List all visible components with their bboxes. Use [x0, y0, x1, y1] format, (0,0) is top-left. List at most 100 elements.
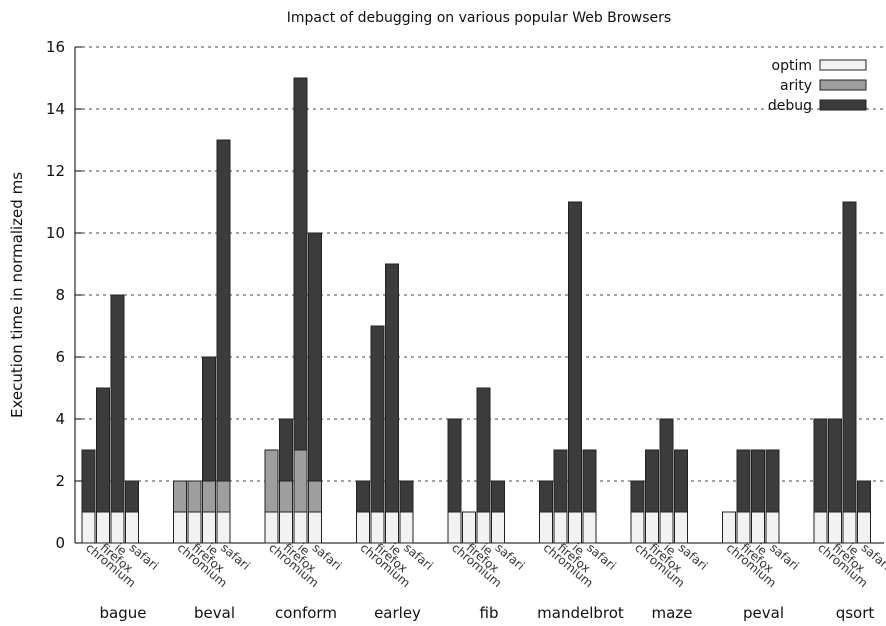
bar-beval-safari-debug — [216, 139, 231, 482]
group-label-qsort: qsort — [836, 604, 875, 622]
y-tick-label-10: 10 — [46, 224, 65, 242]
bar-mandelbrot-safari-debug — [582, 449, 597, 513]
bar-fib-chromium-debug — [447, 418, 462, 513]
bar-qsort-ie-debug — [842, 201, 857, 513]
group-label-beval: beval — [194, 604, 235, 622]
bar-conform-safari-arity — [308, 480, 322, 513]
bar-conform-firefox-optim — [279, 511, 293, 544]
bar-beval-firefox-arity — [187, 480, 202, 513]
legend-label-arity: arity — [780, 78, 812, 94]
group-label-mandelbrot: mandelbrot — [537, 604, 624, 622]
chart-title: Impact of debugging on various popular W… — [287, 10, 671, 26]
bar-bague-chromium-optim — [81, 511, 96, 544]
group-label-peval: peval — [743, 604, 784, 622]
bar-qsort-ie-optim — [842, 511, 857, 544]
bar-earley-safari-debug — [399, 480, 414, 513]
bar-mandelbrot-chromium-optim — [539, 511, 553, 544]
bar-peval-safari-optim — [765, 511, 780, 544]
bar-conform-safari-debug — [308, 232, 322, 482]
y-tick-label-12: 12 — [46, 162, 65, 180]
bar-earley-ie-optim — [385, 511, 399, 544]
bar-fib-safari-optim — [491, 511, 505, 544]
y-tick-label-4: 4 — [55, 410, 65, 428]
y-tick-label-6: 6 — [55, 348, 65, 366]
group-label-fib: fib — [480, 604, 499, 622]
group-label-maze: maze — [652, 604, 693, 622]
legend-swatch-arity — [819, 79, 867, 91]
bar-earley-chromium-optim — [356, 511, 370, 544]
bar-conform-firefox-debug — [279, 418, 293, 482]
bar-qsort-safari-debug — [857, 480, 871, 513]
bar-conform-safari-optim — [308, 511, 322, 544]
bar-maze-chromium-optim — [630, 511, 645, 544]
bar-bague-ie-debug — [110, 294, 125, 513]
y-tick-label-0: 0 — [55, 534, 65, 552]
y-tick-label-14: 14 — [46, 100, 65, 118]
bar-maze-firefox-optim — [645, 511, 659, 544]
bar-maze-chromium-debug — [630, 480, 645, 513]
bar-mandelbrot-chromium-debug — [539, 480, 553, 513]
bar-conform-firefox-arity — [279, 480, 293, 513]
bar-conform-chromium-optim — [264, 511, 279, 544]
bar-beval-safari-optim — [216, 511, 231, 544]
bar-qsort-chromium-optim — [813, 511, 828, 544]
bar-bague-chromium-debug — [81, 449, 96, 513]
bar-mandelbrot-firefox-debug — [553, 449, 568, 513]
bar-mandelbrot-ie-optim — [568, 511, 582, 544]
bar-beval-firefox-optim — [187, 511, 202, 544]
bar-beval-safari-arity — [216, 480, 231, 513]
bar-peval-ie-optim — [751, 511, 765, 544]
bar-beval-chromium-optim — [173, 511, 187, 544]
bars — [81, 77, 871, 544]
group-label-conform: conform — [275, 604, 337, 622]
y-tick-label-2: 2 — [55, 472, 65, 490]
bar-earley-chromium-debug — [356, 480, 370, 513]
group-label-bague: bague — [100, 604, 147, 622]
bar-mandelbrot-safari-optim — [582, 511, 597, 544]
bar-maze-ie-debug — [659, 418, 674, 513]
bar-conform-chromium-arity — [264, 449, 279, 513]
bar-beval-ie-arity — [202, 480, 216, 513]
bar-conform-ie-optim — [293, 511, 308, 544]
y-tick-label-8: 8 — [55, 286, 65, 304]
y-tick-label-16: 16 — [46, 38, 65, 56]
bar-conform-ie-arity — [293, 449, 308, 513]
bar-beval-chromium-arity — [173, 480, 187, 513]
bar-peval-ie-debug — [751, 449, 765, 513]
legend-label-optim: optim — [772, 58, 812, 74]
bar-peval-firefox-debug — [736, 449, 751, 513]
bar-beval-ie-debug — [202, 356, 216, 482]
group-label-earley: earley — [374, 604, 421, 622]
bar-qsort-firefox-debug — [828, 418, 842, 513]
bar-earley-firefox-debug — [370, 325, 385, 513]
bar-mandelbrot-ie-debug — [568, 201, 582, 513]
legend-swatch-optim — [819, 59, 867, 71]
legend: optim arity debug — [768, 58, 867, 114]
bar-bague-safari-debug — [125, 480, 139, 513]
bar-bague-firefox-debug — [96, 387, 110, 513]
bar-earley-safari-optim — [399, 511, 414, 544]
bar-fib-firefox-optim — [462, 511, 476, 544]
bar-peval-chromium-optim — [722, 511, 736, 544]
bar-peval-safari-debug — [765, 449, 780, 513]
x-axis-labels: chromiumfirefoxiesafaribaguechromiumfire… — [83, 541, 886, 622]
bar-qsort-firefox-optim — [828, 511, 842, 544]
bar-bague-firefox-optim — [96, 511, 110, 544]
bar-fib-ie-optim — [476, 511, 491, 544]
bar-peval-firefox-optim — [736, 511, 751, 544]
bar-bague-safari-optim — [125, 511, 139, 544]
bar-maze-firefox-debug — [645, 449, 659, 513]
bar-mandelbrot-firefox-optim — [553, 511, 568, 544]
bar-fib-safari-debug — [491, 480, 505, 513]
y-axis-label: Execution time in normalized ms — [8, 172, 26, 418]
legend-swatch-debug — [819, 99, 867, 111]
bar-fib-chromium-optim — [447, 511, 462, 544]
bar-qsort-chromium-debug — [813, 418, 828, 513]
bar-maze-safari-debug — [674, 449, 688, 513]
bar-earley-firefox-optim — [370, 511, 385, 544]
bar-maze-safari-optim — [674, 511, 688, 544]
bar-maze-ie-optim — [659, 511, 674, 544]
bar-earley-ie-debug — [385, 263, 399, 513]
bar-conform-ie-debug — [293, 77, 308, 451]
